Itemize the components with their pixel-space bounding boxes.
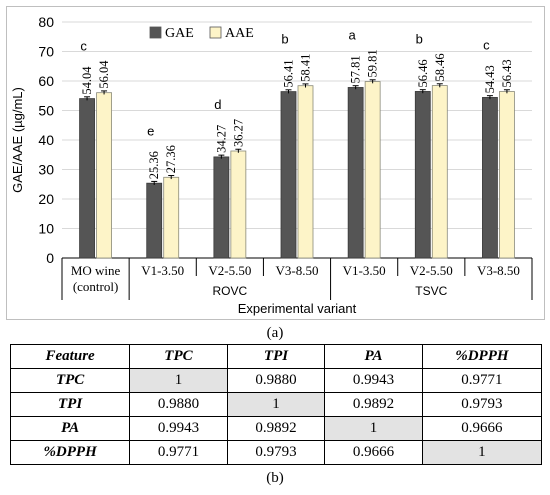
table-row: %DPPH 0.9771 0.9793 0.9666 1	[9, 440, 543, 465]
row-label: %DPPH	[9, 440, 131, 465]
table-cell: 0.9892	[324, 392, 423, 417]
group-label: TSVC	[415, 284, 447, 298]
caption-b: (b)	[266, 470, 284, 486]
table-cell: 0.9771	[129, 440, 228, 465]
data-label: 56.04	[97, 60, 111, 89]
legend-swatch	[209, 26, 222, 39]
y-tick-label: 0	[46, 250, 54, 266]
bar-gae	[347, 87, 364, 259]
table-cell: 0.9771	[421, 368, 543, 393]
x-tick-label: (control)	[73, 279, 118, 294]
header-cell: Feature	[9, 344, 131, 369]
x-tick-label: V2-5.50	[208, 263, 251, 278]
row-label: TPI	[9, 392, 131, 417]
group-label: ROVC	[213, 284, 248, 298]
table-cell: 0.9892	[226, 416, 326, 441]
significance-letter: d	[214, 97, 221, 112]
header-cell: PA	[324, 344, 423, 369]
table-row: TPC 1 0.9880 0.9943 0.9771	[9, 368, 543, 393]
table-cell: 0.9880	[129, 392, 228, 417]
chart-panel: 0 10 20 30 40 50 60 70 80 GAE/AAE (µg/mL) 54.04 56.…	[6, 6, 545, 320]
table-cell: 1	[226, 392, 326, 417]
header-cell: TPI	[226, 344, 326, 369]
y-tick-label: 50	[38, 103, 54, 119]
table-row: PA 0.9943 0.9892 1 0.9666	[9, 416, 543, 441]
bar-aae	[499, 91, 515, 259]
bar-aae	[364, 81, 381, 259]
table-cell: 0.9943	[129, 416, 228, 441]
y-tick-label: 80	[38, 14, 54, 30]
data-label: 27.36	[164, 145, 178, 173]
table-cell: 1	[421, 440, 543, 465]
caption-a: (a)	[266, 325, 284, 341]
table-header-row: Feature TPC TPI PA %DPPH	[9, 344, 543, 369]
y-axis-label: GAE/AAE (µg/mL)	[10, 87, 25, 193]
bar-aae	[431, 85, 448, 259]
table-cell: 0.9880	[226, 368, 326, 393]
bar-aae	[230, 150, 247, 259]
significance-letter: c	[483, 38, 490, 53]
row-label: PA	[9, 416, 131, 441]
data-label: 58.46	[433, 53, 447, 81]
y-tick-label: 20	[38, 191, 54, 207]
header-cell: %DPPH	[421, 344, 543, 369]
table-cell: 1	[324, 416, 423, 441]
bar-gae	[280, 91, 297, 259]
data-label: 56.46	[416, 59, 430, 87]
table-cell: 1	[129, 368, 228, 393]
x-tick-label: V3-8.50	[477, 263, 520, 278]
table-row: TPI 0.9880 1 0.9892 0.9793	[9, 392, 543, 417]
x-tick-label: V1-3.50	[141, 263, 184, 278]
data-label: 36.27	[231, 119, 245, 147]
x-axis-label: Experimental variant	[238, 301, 357, 316]
bar-aae	[163, 176, 180, 259]
x-tick-label: V2-5.50	[410, 263, 453, 278]
data-label: 56.41	[282, 59, 296, 87]
x-tick-label: V1-3.50	[343, 263, 386, 278]
significance-letter: b	[416, 32, 423, 47]
row-label: TPC	[9, 368, 131, 393]
table-cell: 0.9666	[324, 440, 423, 465]
data-label: 57.81	[349, 55, 363, 83]
data-label: 56.43	[500, 59, 514, 87]
y-tick-label: 70	[38, 44, 54, 60]
table-cell: 0.9793	[421, 392, 543, 417]
bar-aae	[96, 92, 112, 259]
data-label: 25.36	[147, 151, 161, 179]
significance-letter: a	[349, 28, 357, 43]
data-label: 59.81	[366, 49, 380, 77]
significance-letter: c	[80, 39, 87, 54]
bar-gae	[213, 156, 230, 259]
data-label: 54.04	[80, 66, 94, 95]
table-cell: 0.9666	[421, 416, 543, 441]
data-label: 58.41	[299, 54, 313, 82]
x-tick-label: MO wine	[71, 263, 121, 278]
chart-frame	[6, 6, 545, 320]
significance-letter: b	[281, 32, 288, 47]
bar-gae	[414, 91, 431, 259]
bar-gae	[482, 97, 498, 259]
header-cell: TPC	[129, 344, 228, 369]
correlation-table: Feature TPC TPI PA %DPPH TPC 1 0.9880 0.…	[9, 344, 543, 465]
y-tick-label: 60	[38, 73, 54, 89]
y-tick-label: 10	[38, 221, 54, 237]
bar-gae	[79, 98, 95, 259]
legend-label: GAE	[165, 26, 194, 41]
x-tick-label: V3-8.50	[276, 263, 319, 278]
y-tick-label: 30	[38, 162, 54, 178]
data-label: 34.27	[214, 125, 228, 153]
y-tick-label: 40	[38, 132, 54, 148]
legend-swatch	[149, 26, 162, 39]
table-cell: 0.9943	[324, 368, 423, 393]
significance-letter: e	[147, 123, 154, 138]
table-cell: 0.9793	[226, 440, 326, 465]
legend-label: AAE	[225, 26, 254, 41]
bar-aae	[297, 85, 314, 259]
bar-gae	[146, 182, 163, 259]
data-label: 54.43	[483, 65, 497, 93]
